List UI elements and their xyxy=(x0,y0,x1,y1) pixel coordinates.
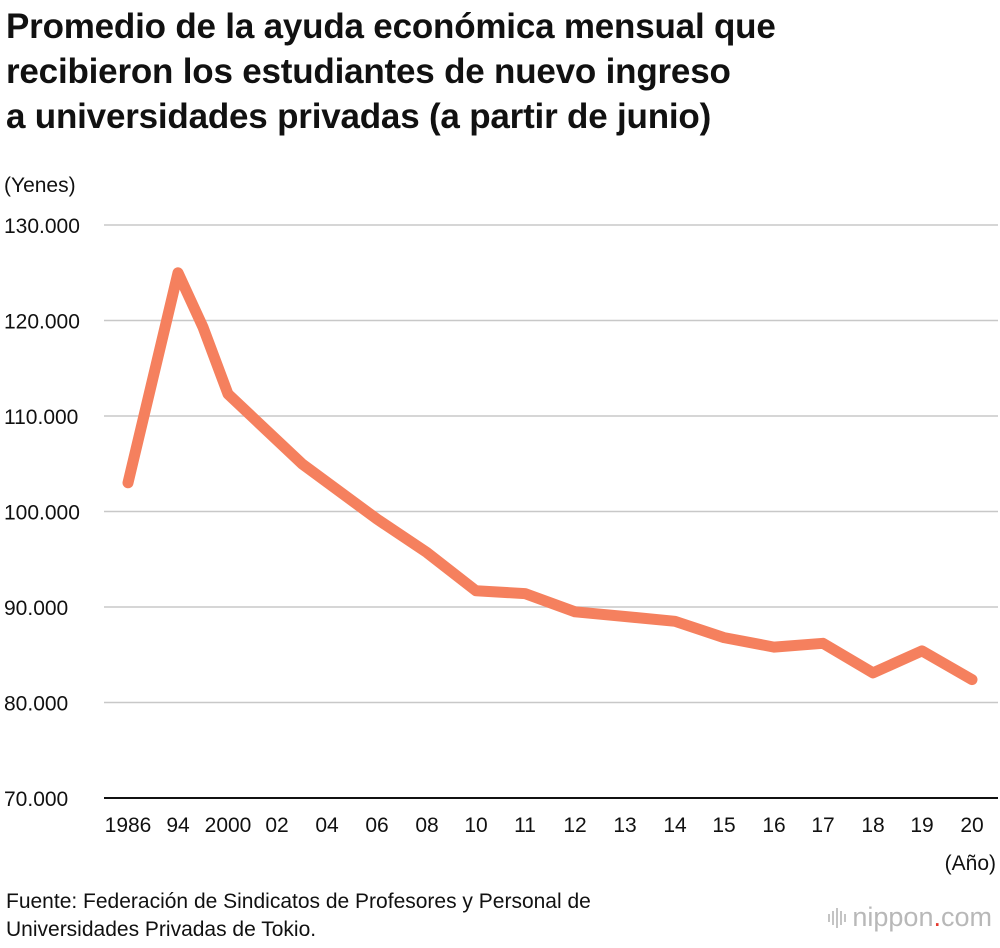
y-tick-label: 110.000 xyxy=(4,406,78,429)
sound-bars-icon xyxy=(828,907,847,928)
logo-tld: com xyxy=(940,902,992,932)
x-tick-label: 94 xyxy=(166,814,190,837)
x-tick-label: 04 xyxy=(315,814,339,837)
y-tick-label: 120.000 xyxy=(4,311,80,334)
x-tick-label: 19 xyxy=(910,814,933,837)
x-tick-label: 08 xyxy=(415,814,438,837)
x-tick-label: 16 xyxy=(762,814,785,837)
line-chart: (Yenes) 130.000 120.000 110.000 100.000 90.0… xyxy=(4,174,998,875)
series-line xyxy=(122,267,978,686)
x-tick-label: 1986 xyxy=(105,814,152,837)
nippon-logo: nippon. com xyxy=(828,902,992,933)
y-axis-unit: (Yenes) xyxy=(4,174,76,197)
y-tick-label: 80.000 xyxy=(4,693,68,716)
x-tick-label: 02 xyxy=(265,814,288,837)
x-tick-label: 14 xyxy=(663,814,687,837)
x-tick-label: 20 xyxy=(960,814,983,837)
title-line: recibieron los estudiantes de nuevo ingr… xyxy=(6,52,731,91)
x-tick-label: 06 xyxy=(365,814,388,837)
x-tick-label: 10 xyxy=(464,814,487,837)
source-line: Fuente: Federación de Sindicatos de Prof… xyxy=(6,890,591,913)
y-tick-label: 100.000 xyxy=(4,502,80,525)
x-tick-label: 2000 xyxy=(205,814,252,837)
chart-title: Promedio de la ayuda económica mensual q… xyxy=(6,4,986,139)
source-note: Fuente: Federación de Sindicatos de Prof… xyxy=(6,888,591,944)
y-tick-labels: 130.000 120.000 110.000 100.000 90.000 80.000… xyxy=(4,215,80,811)
x-tick-label: 17 xyxy=(811,814,834,837)
x-tick-label: 12 xyxy=(563,814,586,837)
y-tick-label: 70.000 xyxy=(4,788,68,811)
logo-dot: . xyxy=(933,902,941,932)
title-line: Promedio de la ayuda económica mensual q… xyxy=(6,7,776,46)
gridlines xyxy=(104,224,998,799)
y-tick-label: 130.000 xyxy=(4,215,80,238)
source-line: Universidades Privadas de Tokio. xyxy=(6,918,317,941)
x-tick-label: 11 xyxy=(514,814,536,837)
x-tick-labels: 1986 94 2000 02 04 06 08 10 11 12 13 14 15 16 17 18 19 20 xyxy=(105,814,984,837)
y-tick-label: 90.000 xyxy=(4,597,68,620)
x-tick-label: 13 xyxy=(613,814,636,837)
series-layer xyxy=(122,267,978,686)
logo-wordmark: nippon xyxy=(852,902,934,932)
x-axis-unit: (Año) xyxy=(945,852,996,875)
title-line: a universidades privadas (a partir de ju… xyxy=(6,97,712,136)
x-tick-label: 15 xyxy=(712,814,735,837)
x-tick-label: 18 xyxy=(861,814,884,837)
